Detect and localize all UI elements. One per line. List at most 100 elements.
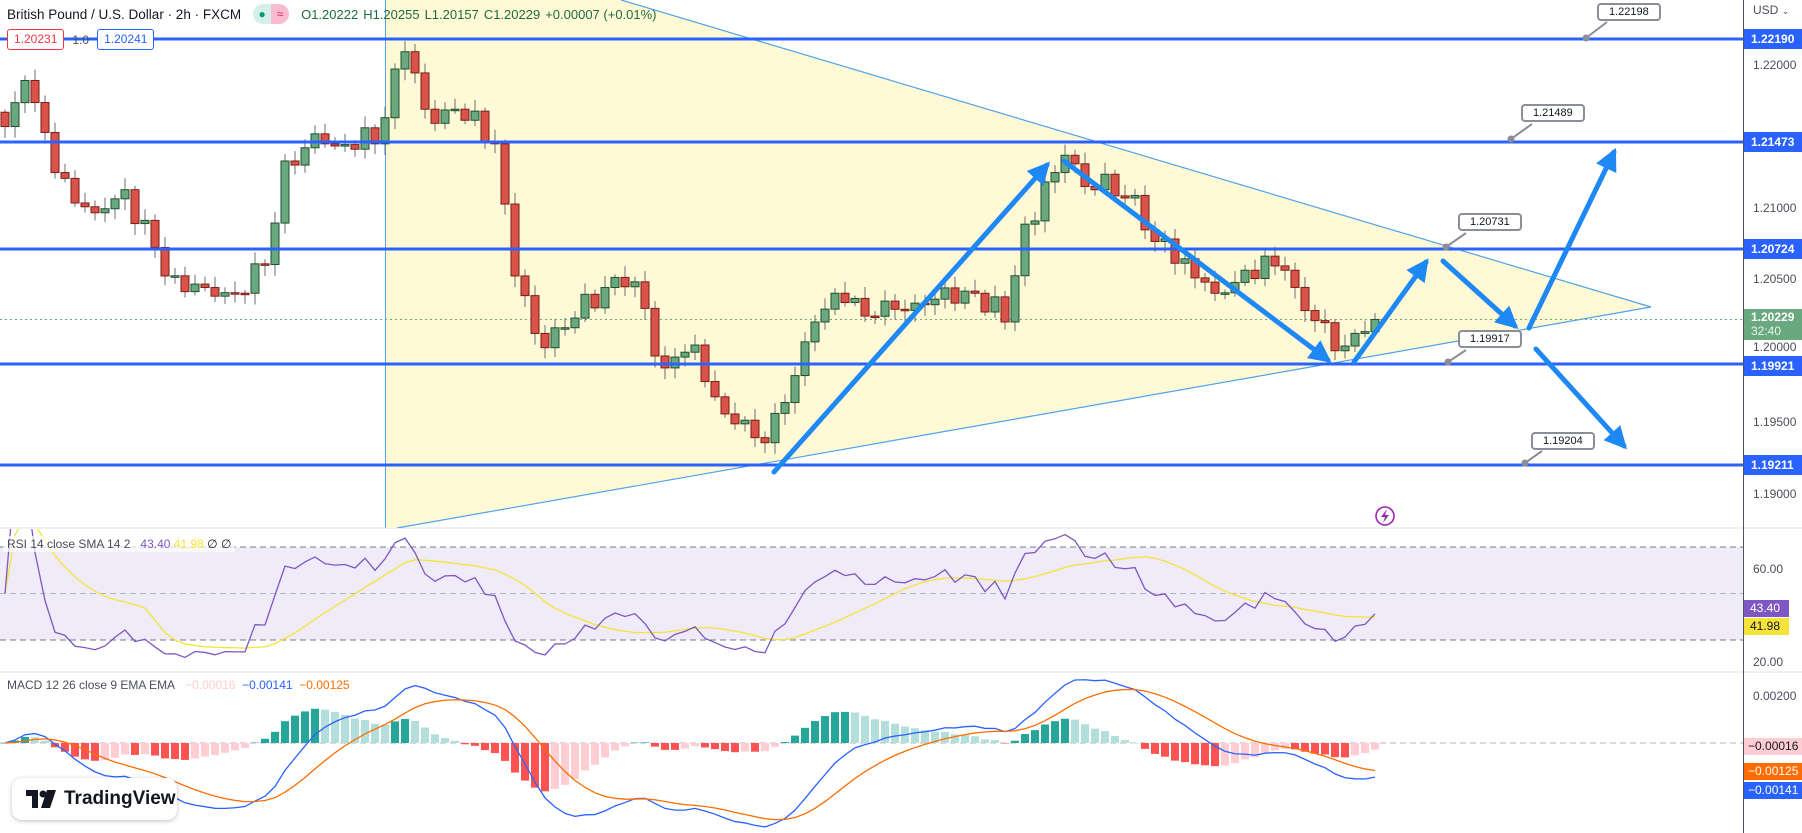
- candle-bullish[interactable]: [270, 222, 280, 266]
- candle-bullish[interactable]: [790, 375, 800, 404]
- callout-anchor[interactable]: [1582, 34, 1590, 42]
- candle-bullish[interactable]: [170, 275, 180, 278]
- arrow-down-decline[interactable]: [1061, 158, 1332, 363]
- candle-bearish[interactable]: [160, 246, 170, 277]
- candle-bullish[interactable]: [220, 292, 230, 297]
- triangle-upper-trendline[interactable]: [620, 0, 1652, 308]
- candle-bullish[interactable]: [600, 287, 610, 309]
- price-callout[interactable]: 1.20731: [1458, 213, 1522, 231]
- arrow-breakdown[interactable]: [1533, 346, 1628, 450]
- candle-bullish[interactable]: [390, 68, 400, 119]
- candle-bullish[interactable]: [1350, 332, 1360, 347]
- candle-bearish[interactable]: [1170, 238, 1180, 264]
- candle-bearish[interactable]: [1300, 286, 1310, 312]
- candle-bearish[interactable]: [430, 108, 440, 124]
- arrow-up-projection[interactable]: [1351, 258, 1429, 365]
- candle-bearish[interactable]: [840, 292, 850, 304]
- currency-selector[interactable]: USD ⌄: [1753, 3, 1789, 17]
- candle-bearish[interactable]: [330, 143, 340, 147]
- candle-bullish[interactable]: [1050, 172, 1060, 183]
- candle-bearish[interactable]: [290, 160, 300, 166]
- candle-bearish[interactable]: [260, 263, 270, 266]
- candle-bearish[interactable]: [180, 275, 190, 293]
- candle-bullish[interactable]: [1360, 331, 1370, 334]
- candle-bearish[interactable]: [520, 275, 530, 297]
- candle-bearish[interactable]: [710, 381, 720, 398]
- candle-bullish[interactable]: [250, 263, 260, 294]
- candle-bearish[interactable]: [90, 206, 100, 214]
- candle-bearish[interactable]: [130, 189, 140, 225]
- candle-bearish[interactable]: [1310, 310, 1320, 322]
- price-callout[interactable]: 1.19917: [1458, 330, 1522, 348]
- candle-bearish[interactable]: [420, 72, 430, 110]
- lightning-icon[interactable]: [1375, 506, 1395, 526]
- candle-bullish[interactable]: [100, 208, 110, 214]
- candle-bullish[interactable]: [340, 144, 350, 147]
- triangle-pattern-fill[interactable]: [385, 0, 1651, 528]
- candle-bullish[interactable]: [1260, 255, 1270, 280]
- candle-bullish[interactable]: [850, 297, 860, 304]
- candle-bearish[interactable]: [640, 281, 650, 309]
- candle-bearish[interactable]: [150, 219, 160, 248]
- candle-bullish[interactable]: [1030, 220, 1040, 225]
- triangle-lower-trendline[interactable]: [396, 306, 1652, 528]
- candle-bullish[interactable]: [610, 276, 620, 289]
- candle-bearish[interactable]: [1120, 195, 1130, 199]
- candle-bearish[interactable]: [620, 276, 630, 288]
- candle-bearish[interactable]: [30, 79, 40, 104]
- candle-bearish[interactable]: [1000, 296, 1010, 323]
- buy-button[interactable]: 1.20241: [97, 29, 155, 50]
- rsi-legend[interactable]: RSI 14 close SMA 14 2 43.40 41.98 ∅ ∅: [3, 536, 236, 552]
- candle-bearish[interactable]: [510, 203, 520, 277]
- candle-bearish[interactable]: [760, 437, 770, 444]
- candle-bearish[interactable]: [50, 131, 60, 174]
- candle-bearish[interactable]: [1250, 269, 1260, 280]
- candle-bullish[interactable]: [820, 308, 830, 323]
- candle-bearish[interactable]: [240, 292, 250, 296]
- candle-bullish[interactable]: [110, 198, 120, 210]
- candle-bearish[interactable]: [750, 419, 760, 439]
- candle-bearish[interactable]: [80, 202, 90, 208]
- candle-bullish[interactable]: [800, 341, 810, 377]
- candle-bullish[interactable]: [770, 412, 780, 444]
- candle-bullish[interactable]: [190, 283, 200, 293]
- candle-bullish[interactable]: [380, 117, 390, 145]
- candle-bullish[interactable]: [570, 317, 580, 329]
- candle-bearish[interactable]: [480, 110, 490, 142]
- candle-bearish[interactable]: [1290, 269, 1300, 288]
- candle-bullish[interactable]: [830, 292, 840, 310]
- candle-bullish[interactable]: [780, 402, 790, 414]
- candle-bullish[interactable]: [560, 327, 570, 330]
- symbol-title[interactable]: British Pound / U.S. Dollar · 2h · FXCM: [7, 6, 242, 22]
- candle-bearish[interactable]: [650, 307, 660, 357]
- market-status-pill[interactable]: ● ≈: [253, 4, 290, 24]
- candle-bearish[interactable]: [730, 413, 740, 425]
- price-callout[interactable]: 1.21489: [1521, 104, 1585, 122]
- candle-bullish[interactable]: [140, 219, 150, 225]
- candle-bearish[interactable]: [320, 133, 330, 145]
- candle-bearish[interactable]: [1140, 194, 1150, 231]
- candle-bullish[interactable]: [470, 110, 480, 121]
- candle-bullish[interactable]: [550, 327, 560, 349]
- sell-button[interactable]: 1.20231: [7, 29, 65, 50]
- candle-bullish[interactable]: [690, 344, 700, 353]
- candle-bearish[interactable]: [210, 287, 220, 297]
- candle-bullish[interactable]: [580, 293, 590, 319]
- candle-bearish[interactable]: [40, 102, 50, 133]
- candle-bullish[interactable]: [1130, 194, 1140, 199]
- candle-bearish[interactable]: [60, 172, 70, 179]
- candle-bearish[interactable]: [1280, 265, 1290, 271]
- candle-bearish[interactable]: [1330, 322, 1340, 352]
- candle-bearish[interactable]: [1200, 277, 1210, 283]
- candle-bearish[interactable]: [540, 332, 550, 349]
- callout-anchor[interactable]: [1442, 243, 1450, 251]
- candle-bullish[interactable]: [740, 419, 750, 425]
- tradingview-logo[interactable]: TradingView: [12, 778, 177, 820]
- candle-bearish[interactable]: [870, 315, 880, 319]
- candle-bearish[interactable]: [350, 144, 360, 150]
- candle-bearish[interactable]: [1270, 255, 1280, 267]
- candle-bearish[interactable]: [590, 293, 600, 309]
- candle-bullish[interactable]: [10, 102, 20, 128]
- candle-bullish[interactable]: [1340, 345, 1350, 352]
- candle-bullish[interactable]: [930, 298, 940, 306]
